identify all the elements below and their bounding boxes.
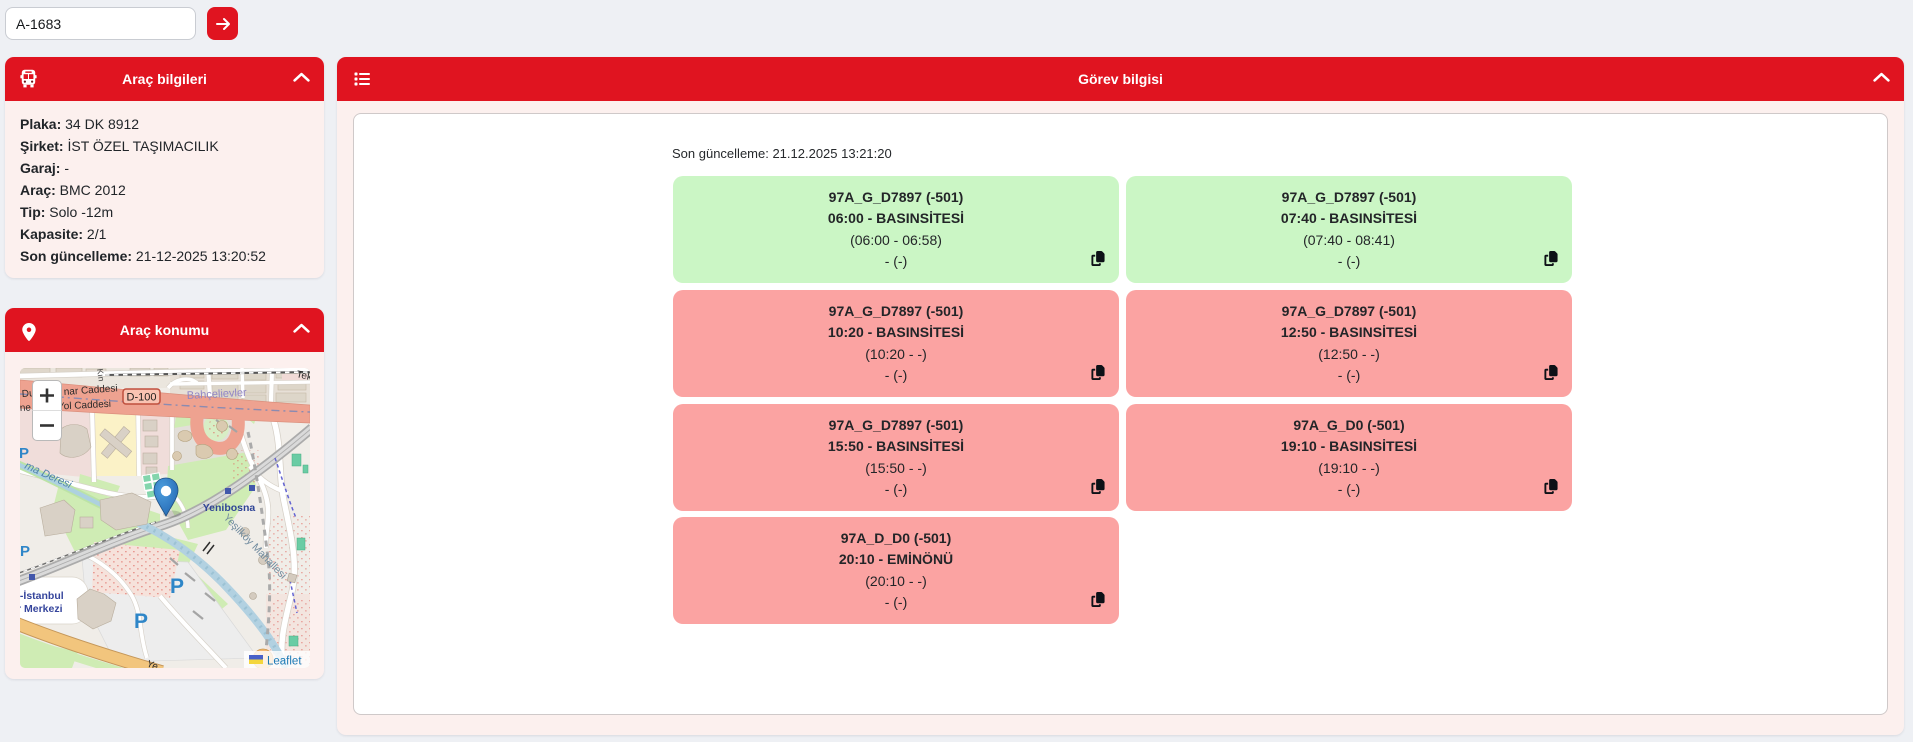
svg-text:P: P [20,445,29,462]
svg-text:Du: Du [21,388,35,400]
svg-text:P: P [20,543,30,560]
svg-text:r Merkezi: r Merkezi [20,603,63,615]
svg-text:n Yol Caddesi: n Yol Caddesi [50,399,112,413]
svg-text:P: P [170,575,184,598]
svg-text:P: P [134,610,148,633]
svg-text:D-100: D-100 [127,392,157,404]
svg-text:nar Caddesi: nar Caddesi [63,383,118,398]
svg-text:Leaflet: Leaflet [267,656,302,668]
svg-text:Tek: Tek [295,369,310,383]
svg-text:Ye: Ye [145,659,160,668]
svg-text:Yenibosna: Yenibosna [203,502,256,514]
svg-text:l-İstanbul: l-İstanbul [20,589,64,602]
svg-text:Bahçelievler: Bahçelievler [187,387,248,402]
svg-text:Kın: Kın [95,368,107,382]
svg-text:ne: ne [20,402,32,414]
